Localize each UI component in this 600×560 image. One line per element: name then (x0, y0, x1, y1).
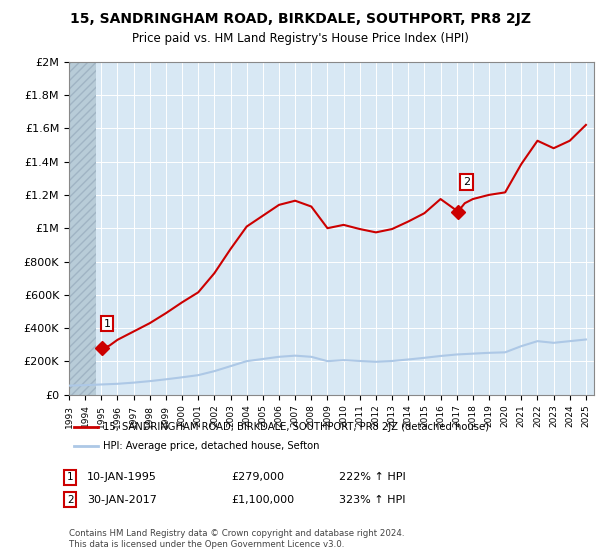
Bar (69, 62, 97, 395)
Text: 2: 2 (463, 177, 470, 187)
Text: HPI: Average price, detached house, Sefton: HPI: Average price, detached house, Seft… (103, 441, 320, 451)
Text: Contains HM Land Registry data © Crown copyright and database right 2024.
This d: Contains HM Land Registry data © Crown c… (69, 529, 404, 549)
Text: £1,100,000: £1,100,000 (231, 494, 294, 505)
Text: 323% ↑ HPI: 323% ↑ HPI (339, 494, 406, 505)
Text: 222% ↑ HPI: 222% ↑ HPI (339, 472, 406, 482)
Text: 2: 2 (67, 494, 74, 505)
Text: 15, SANDRINGHAM ROAD, BIRKDALE, SOUTHPORT, PR8 2JZ (detached house): 15, SANDRINGHAM ROAD, BIRKDALE, SOUTHPOR… (103, 422, 489, 432)
Text: 1: 1 (67, 472, 74, 482)
Text: 1: 1 (104, 319, 110, 329)
Text: 15, SANDRINGHAM ROAD, BIRKDALE, SOUTHPORT, PR8 2JZ: 15, SANDRINGHAM ROAD, BIRKDALE, SOUTHPOR… (70, 12, 530, 26)
Text: £279,000: £279,000 (231, 472, 284, 482)
Text: 30-JAN-2017: 30-JAN-2017 (87, 494, 157, 505)
Text: Price paid vs. HM Land Registry's House Price Index (HPI): Price paid vs. HM Land Registry's House … (131, 32, 469, 45)
Text: 10-JAN-1995: 10-JAN-1995 (87, 472, 157, 482)
